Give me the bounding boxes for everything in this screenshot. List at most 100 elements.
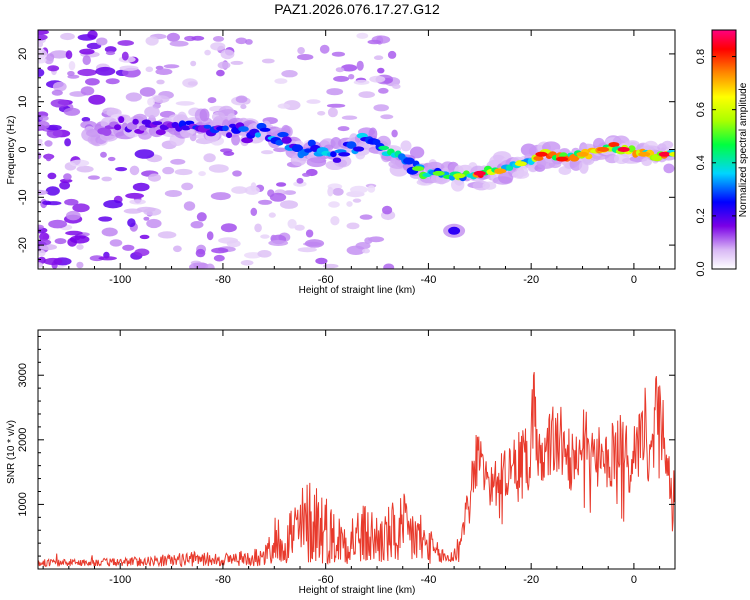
spectrogram-noise-blob xyxy=(273,147,288,153)
spectrogram-noise-blob xyxy=(244,252,262,259)
spectrogram-noise-blob xyxy=(387,50,397,59)
spectrogram-peak xyxy=(412,166,425,172)
snr-x-tick-label: -60 xyxy=(318,574,334,586)
spectrogram-noise-blob xyxy=(44,55,54,65)
spectrogram-ridge-cell xyxy=(608,142,620,148)
spectrogram-noise-blob xyxy=(143,216,150,221)
spectrogram-noise-blob xyxy=(297,247,317,253)
spectrogram-peak xyxy=(617,147,630,152)
spectrogram-noise-blob xyxy=(103,200,123,209)
spectrogram-noise-blob xyxy=(64,138,71,147)
spectrogram-y-tick-label: 0 xyxy=(17,146,29,152)
spectrogram-x-tick-label: 0 xyxy=(631,274,637,286)
spectrogram-noise-blob xyxy=(226,240,241,248)
spectrogram-noise-blob xyxy=(358,91,376,98)
spectrogram-noise-blob xyxy=(67,71,75,76)
snr-y-tick-label: 3000 xyxy=(17,363,29,387)
spectrogram-noise-blob xyxy=(122,244,135,251)
spectrogram-noise-blob xyxy=(98,256,117,261)
spectrogram-noise-blob xyxy=(39,232,50,241)
spectrogram-noise-blob xyxy=(119,65,139,71)
spectrogram-noise-blob xyxy=(87,175,100,180)
spectrogram-noise-blob xyxy=(326,88,344,96)
spectrogram-noise-blob xyxy=(257,250,272,258)
spectrogram-noise-blob xyxy=(333,75,350,82)
snr-x-tick-label: -100 xyxy=(109,574,131,586)
spectrogram-halo-blob xyxy=(400,140,412,152)
spectrogram-noise-blob xyxy=(76,261,84,269)
spectrogram-noise-blob xyxy=(373,104,390,112)
spectrogram-noise-blob xyxy=(64,198,79,206)
spectrogram-noise-blob xyxy=(49,50,70,59)
spectrogram-ridge-cell xyxy=(403,157,415,165)
spectrogram-noise-blob xyxy=(196,212,207,222)
spectrogram-noise-blob xyxy=(69,235,90,244)
spectrogram-ridge-cell xyxy=(275,139,284,146)
spectrogram-noise-blob xyxy=(76,244,84,250)
spectrogram-noise-blob xyxy=(100,151,107,158)
spectrogram-noise-blob xyxy=(205,263,215,269)
spectrogram-ridge-cell xyxy=(132,118,139,125)
spectrogram-noise-blob xyxy=(356,60,364,71)
snr-ticks: -100 -80 -60 -40 -20 0 1000 2000 3000 xyxy=(17,330,675,586)
spectrogram-noise-blob xyxy=(65,230,83,236)
spectrogram-x-tick-label: -100 xyxy=(109,274,131,286)
spectrogram-noise-blob xyxy=(356,32,369,39)
spectrogram-noise-blob xyxy=(38,224,44,230)
spectrogram-noise-blob xyxy=(132,182,150,192)
spectrogram-noise-blob xyxy=(297,54,314,61)
spectrogram-noise-blob xyxy=(297,47,305,55)
spectrogram-noise-blob xyxy=(38,34,48,41)
spectrogram-noise-blob xyxy=(69,159,90,167)
spectrogram-noise-blob xyxy=(296,177,304,184)
spectrogram-noise-blob xyxy=(230,60,244,65)
spectrogram-patch xyxy=(448,226,461,235)
spectrogram-noise-blob xyxy=(190,60,197,67)
spectrogram-ridge-cell xyxy=(226,132,233,139)
spectrogram-noise-blob xyxy=(383,263,395,269)
spectrogram-noise-blob xyxy=(198,171,206,177)
colorbar-ticks: 0.0 0.2 0.4 0.6 0.8 xyxy=(695,49,736,277)
spectrogram-noise-blob xyxy=(305,229,314,238)
spectrogram-noise-blob xyxy=(87,30,98,40)
spectrogram-noise-blob xyxy=(77,68,97,77)
spectrogram-noise-blob xyxy=(76,165,94,173)
spectrogram-ridge-cell xyxy=(378,145,390,151)
spectrogram-noise-blob xyxy=(283,190,296,196)
spectrogram-noise-blob xyxy=(72,203,90,213)
spectrogram-halo-blob xyxy=(231,134,241,146)
spectrogram-noise-blob xyxy=(346,245,366,255)
spectrogram-noise-blob xyxy=(51,89,63,96)
snr-marks xyxy=(38,372,675,568)
spectrogram-noise-blob xyxy=(38,68,45,77)
spectrogram-noise-blob xyxy=(346,222,360,230)
spectrogram-noise-blob xyxy=(129,165,140,176)
spectrogram-noise-blob xyxy=(335,67,345,73)
spectrogram-noise-blob xyxy=(45,186,60,196)
spectrogram-noise-blob xyxy=(350,185,368,194)
spectrogram-halo-blob xyxy=(516,166,529,177)
spectrogram-noise-blob xyxy=(268,240,289,246)
spectrogram-noise-blob xyxy=(139,87,156,97)
spectrogram-noise-blob xyxy=(364,237,373,245)
spectrogram-noise-blob xyxy=(101,227,118,237)
chart-title: PAZ1.2026.076.17.27.G12 xyxy=(274,1,440,17)
snr-frame xyxy=(37,329,676,570)
snr-series-line xyxy=(38,372,675,568)
spectrogram-x-tick-label: -40 xyxy=(420,274,436,286)
spectrogram-noise-blob xyxy=(232,170,242,177)
spectrogram-noise-blob xyxy=(327,186,334,197)
spectrogram-ridge-cell xyxy=(259,127,271,132)
spectrogram-noise-blob xyxy=(146,218,162,229)
snr-x-tick-label: -80 xyxy=(215,574,231,586)
colorbar-tick-label: 0.8 xyxy=(695,49,707,64)
spectrogram-noise-blob xyxy=(47,65,60,72)
spectrogram-noise-blob xyxy=(341,64,358,72)
snr-panel: -100 -80 -60 -40 -20 0 1000 2000 3000 Height of … xyxy=(6,329,676,596)
spectrogram-noise-blob xyxy=(105,78,120,85)
spectrogram-noise-blob xyxy=(327,107,338,118)
spectrogram-y-tick-label: -10 xyxy=(17,189,29,205)
spectrogram-noise-blob xyxy=(38,262,44,268)
spectrogram-noise-blob xyxy=(46,128,63,139)
spectrogram-noise-blob xyxy=(187,81,198,86)
